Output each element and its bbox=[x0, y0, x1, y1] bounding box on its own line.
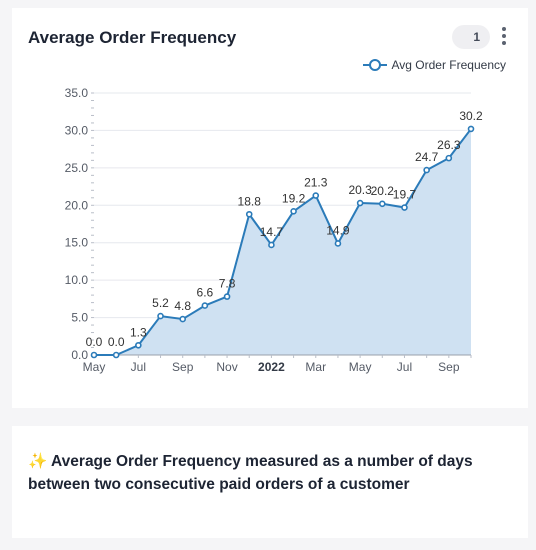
data-point bbox=[401, 204, 408, 211]
y-tick-label: 10.0 bbox=[65, 273, 89, 287]
y-tick-label: 30.0 bbox=[65, 123, 89, 137]
x-tick-label: Mar bbox=[305, 360, 326, 374]
chart-card: Average Order Frequency 1 Avg Order Freq… bbox=[12, 8, 528, 408]
data-label: 19.7 bbox=[393, 188, 417, 202]
data-point bbox=[467, 125, 475, 133]
data-label: 14.9 bbox=[326, 223, 350, 237]
data-label: 19.2 bbox=[282, 191, 306, 205]
x-tick-label: May bbox=[349, 360, 372, 374]
data-point bbox=[445, 154, 453, 162]
more-vertical-icon[interactable] bbox=[496, 25, 512, 47]
note-card: ✨ Average Order Frequency measured as a … bbox=[12, 426, 528, 538]
y-tick-label: 5.0 bbox=[71, 311, 88, 325]
x-tick-label: Sep bbox=[438, 360, 460, 374]
legend-line-marker-icon bbox=[362, 59, 387, 71]
data-label: 0.0 bbox=[108, 335, 125, 349]
x-tick-label: Nov bbox=[216, 360, 237, 374]
data-point bbox=[423, 166, 430, 174]
area-chart: 0.05.010.015.020.025.030.035.00.0 0.01.35… bbox=[65, 86, 483, 374]
data-label: 18.8 bbox=[238, 194, 262, 208]
data-point bbox=[201, 302, 209, 309]
y-tick-label: 20.0 bbox=[65, 198, 89, 212]
data-point bbox=[135, 341, 142, 349]
data-label: 1.3 bbox=[130, 325, 147, 339]
data-point bbox=[290, 207, 297, 215]
series-area bbox=[94, 128, 471, 355]
data-label: 6.6 bbox=[197, 286, 214, 300]
data-label: 20.2 bbox=[371, 184, 395, 198]
data-label: 26.3 bbox=[437, 138, 461, 152]
y-tick-label: 15.0 bbox=[65, 236, 89, 250]
data-label: 5.2 bbox=[152, 296, 169, 310]
chart-title: Average Order Frequency bbox=[28, 28, 237, 47]
data-point bbox=[223, 293, 231, 300]
data-label: 0.0 bbox=[86, 335, 103, 349]
data-label: 30.2 bbox=[459, 109, 483, 123]
data-point bbox=[112, 351, 120, 359]
data-point bbox=[312, 192, 320, 199]
data-point bbox=[157, 312, 164, 320]
data-point bbox=[179, 315, 187, 323]
chart-legend[interactable]: Avg Order Frequency bbox=[362, 58, 507, 72]
data-label: 24.7 bbox=[415, 150, 439, 164]
note-text-block: ✨ Average Order Frequency measured as a … bbox=[28, 450, 518, 496]
count-badge[interactable]: 1 bbox=[452, 25, 490, 49]
data-point bbox=[90, 351, 98, 359]
y-tick-label: 25.0 bbox=[65, 161, 89, 175]
data-point bbox=[356, 199, 364, 207]
data-label: 21.3 bbox=[304, 176, 328, 190]
data-point bbox=[268, 241, 275, 249]
legend-label: Avg Order Frequency bbox=[391, 58, 507, 72]
x-tick-label: Sep bbox=[172, 360, 194, 374]
note-description: Average Order Frequency measured as a nu… bbox=[28, 453, 473, 493]
x-tick-label: May bbox=[83, 360, 106, 374]
data-point bbox=[245, 210, 253, 218]
x-tick-label: 2022 bbox=[258, 360, 285, 374]
data-label: 4.8 bbox=[174, 299, 191, 313]
x-tick-label: Jul bbox=[131, 360, 146, 374]
data-label: 7.8 bbox=[219, 277, 236, 291]
x-tick-label: Jul bbox=[397, 360, 412, 374]
data-label: 20.3 bbox=[348, 183, 372, 197]
sparkles-icon: ✨ bbox=[28, 453, 48, 470]
y-tick-label: 35.0 bbox=[65, 86, 89, 100]
data-label: 14.7 bbox=[260, 225, 284, 239]
data-point bbox=[378, 200, 386, 208]
data-point bbox=[334, 240, 342, 247]
y-tick-label: 0.0 bbox=[71, 348, 88, 362]
series-line bbox=[94, 128, 472, 356]
